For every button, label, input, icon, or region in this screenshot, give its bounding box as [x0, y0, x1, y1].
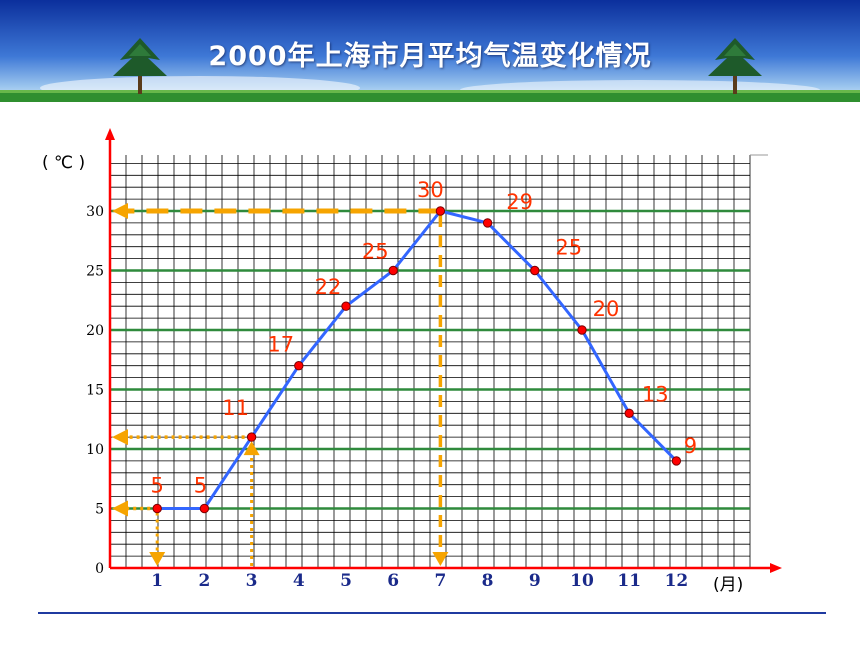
data-label: 29 — [506, 190, 533, 214]
y-tick-label: 20 — [86, 323, 104, 339]
x-tick-label: 5 — [340, 571, 352, 591]
x-axis-arrow-icon — [770, 563, 782, 573]
guide-arrow-up-icon — [243, 441, 260, 456]
data-label: 9 — [684, 434, 697, 458]
temperature-series-line — [157, 209, 678, 510]
data-point — [199, 503, 210, 514]
x-tick-label: 7 — [434, 571, 446, 591]
guide-arrow-left-icon — [112, 429, 128, 446]
data-label: 5 — [194, 474, 207, 498]
x-tick-label: 4 — [293, 571, 305, 591]
y-tick-label: 0 — [95, 561, 104, 577]
series-points — [152, 206, 682, 514]
y-axis-label: ( ℃ ) — [42, 153, 85, 173]
pine-tree-right-icon — [708, 38, 762, 94]
guide-arrow-left-icon — [112, 203, 128, 219]
data-point — [671, 456, 682, 466]
y-tick-label: 5 — [95, 502, 104, 518]
guide-arrow-left-icon — [112, 500, 128, 517]
data-point — [577, 325, 587, 335]
data-point — [246, 432, 257, 442]
x-tick-label: 8 — [482, 571, 494, 591]
chart-guides — [112, 203, 449, 566]
chart-grid — [109, 154, 768, 569]
y-axis-arrow-icon — [105, 128, 115, 140]
data-point — [482, 218, 493, 228]
data-point — [624, 408, 634, 418]
pine-tree-left-icon — [113, 38, 167, 94]
series-line — [157, 209, 678, 510]
data-point — [294, 361, 304, 371]
x-tick-label: 1 — [151, 571, 163, 591]
x-tick-label: 6 — [387, 571, 399, 591]
x-tick-label: 11 — [617, 571, 641, 591]
guide-arrow-down-icon — [149, 552, 166, 566]
data-point — [341, 301, 351, 311]
y-tick-label: 15 — [86, 383, 104, 399]
data-point — [530, 265, 540, 276]
x-tick-label: 10 — [570, 571, 594, 591]
data-label: 20 — [593, 297, 620, 321]
data-labels: 5 5 11 17 22 25 30 29 25 20 13 9 — [151, 178, 698, 498]
data-label: 13 — [642, 382, 669, 406]
x-axis-label: (月) — [713, 575, 743, 595]
footer-rule — [38, 612, 826, 614]
x-tick-label: 2 — [198, 571, 210, 591]
data-point — [152, 503, 162, 514]
data-label: 22 — [315, 275, 342, 299]
data-point — [388, 265, 398, 276]
data-label: 30 — [417, 178, 444, 202]
x-tick-label: 9 — [529, 571, 541, 591]
data-label: 25 — [362, 240, 389, 264]
header-banner: 2000年上海市月平均气温变化情况 — [0, 0, 860, 102]
y-tick-label: 25 — [86, 264, 104, 280]
data-label: 17 — [267, 333, 294, 357]
data-label: 11 — [222, 396, 249, 420]
chart-axes — [105, 128, 782, 573]
data-point — [435, 206, 446, 216]
x-tick-label: 3 — [246, 571, 258, 591]
guide-arrow-down-icon — [432, 552, 449, 566]
x-tick-label: 12 — [665, 571, 689, 591]
y-tick-label: 30 — [86, 204, 104, 220]
y-tick-label: 10 — [86, 442, 104, 458]
data-label: 25 — [555, 236, 582, 260]
data-label: 5 — [151, 474, 164, 498]
page-title: 2000年上海市月平均气温变化情况 — [208, 41, 652, 72]
